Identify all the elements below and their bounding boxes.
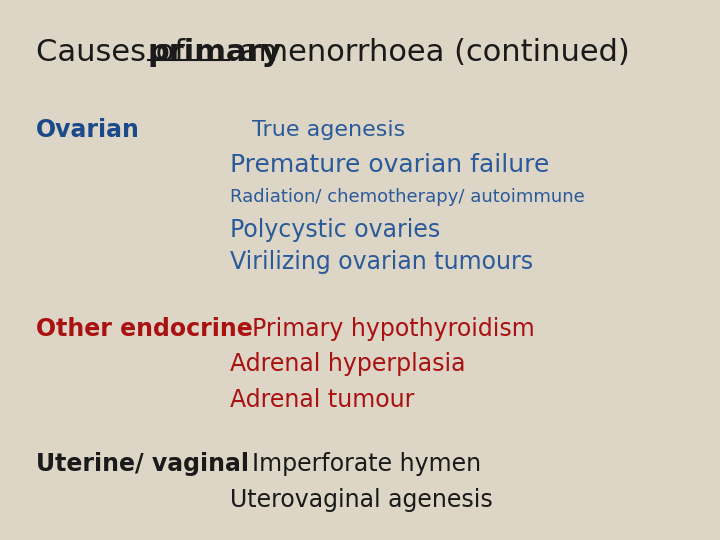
Text: amenorrhoea (continued): amenorrhoea (continued) (230, 38, 630, 67)
Text: True agenesis: True agenesis (252, 119, 405, 140)
Text: Polycystic ovaries: Polycystic ovaries (230, 218, 441, 241)
Text: Radiation/ chemotherapy/ autoimmune: Radiation/ chemotherapy/ autoimmune (230, 188, 585, 206)
Text: Other endocrine: Other endocrine (36, 318, 253, 341)
Text: Virilizing ovarian tumours: Virilizing ovarian tumours (230, 250, 534, 274)
Text: primary: primary (148, 38, 282, 67)
Text: Adrenal hyperplasia: Adrenal hyperplasia (230, 353, 466, 376)
Text: Imperforate hymen: Imperforate hymen (252, 453, 481, 476)
Text: Causes of: Causes of (36, 38, 194, 67)
Text: Adrenal tumour: Adrenal tumour (230, 388, 415, 411)
Text: Premature ovarian failure: Premature ovarian failure (230, 153, 550, 177)
Text: Ovarian: Ovarian (36, 118, 140, 141)
Text: Primary hypothyroidism: Primary hypothyroidism (252, 318, 535, 341)
Text: Uterovaginal agenesis: Uterovaginal agenesis (230, 488, 493, 511)
Text: Uterine/ vaginal: Uterine/ vaginal (36, 453, 249, 476)
